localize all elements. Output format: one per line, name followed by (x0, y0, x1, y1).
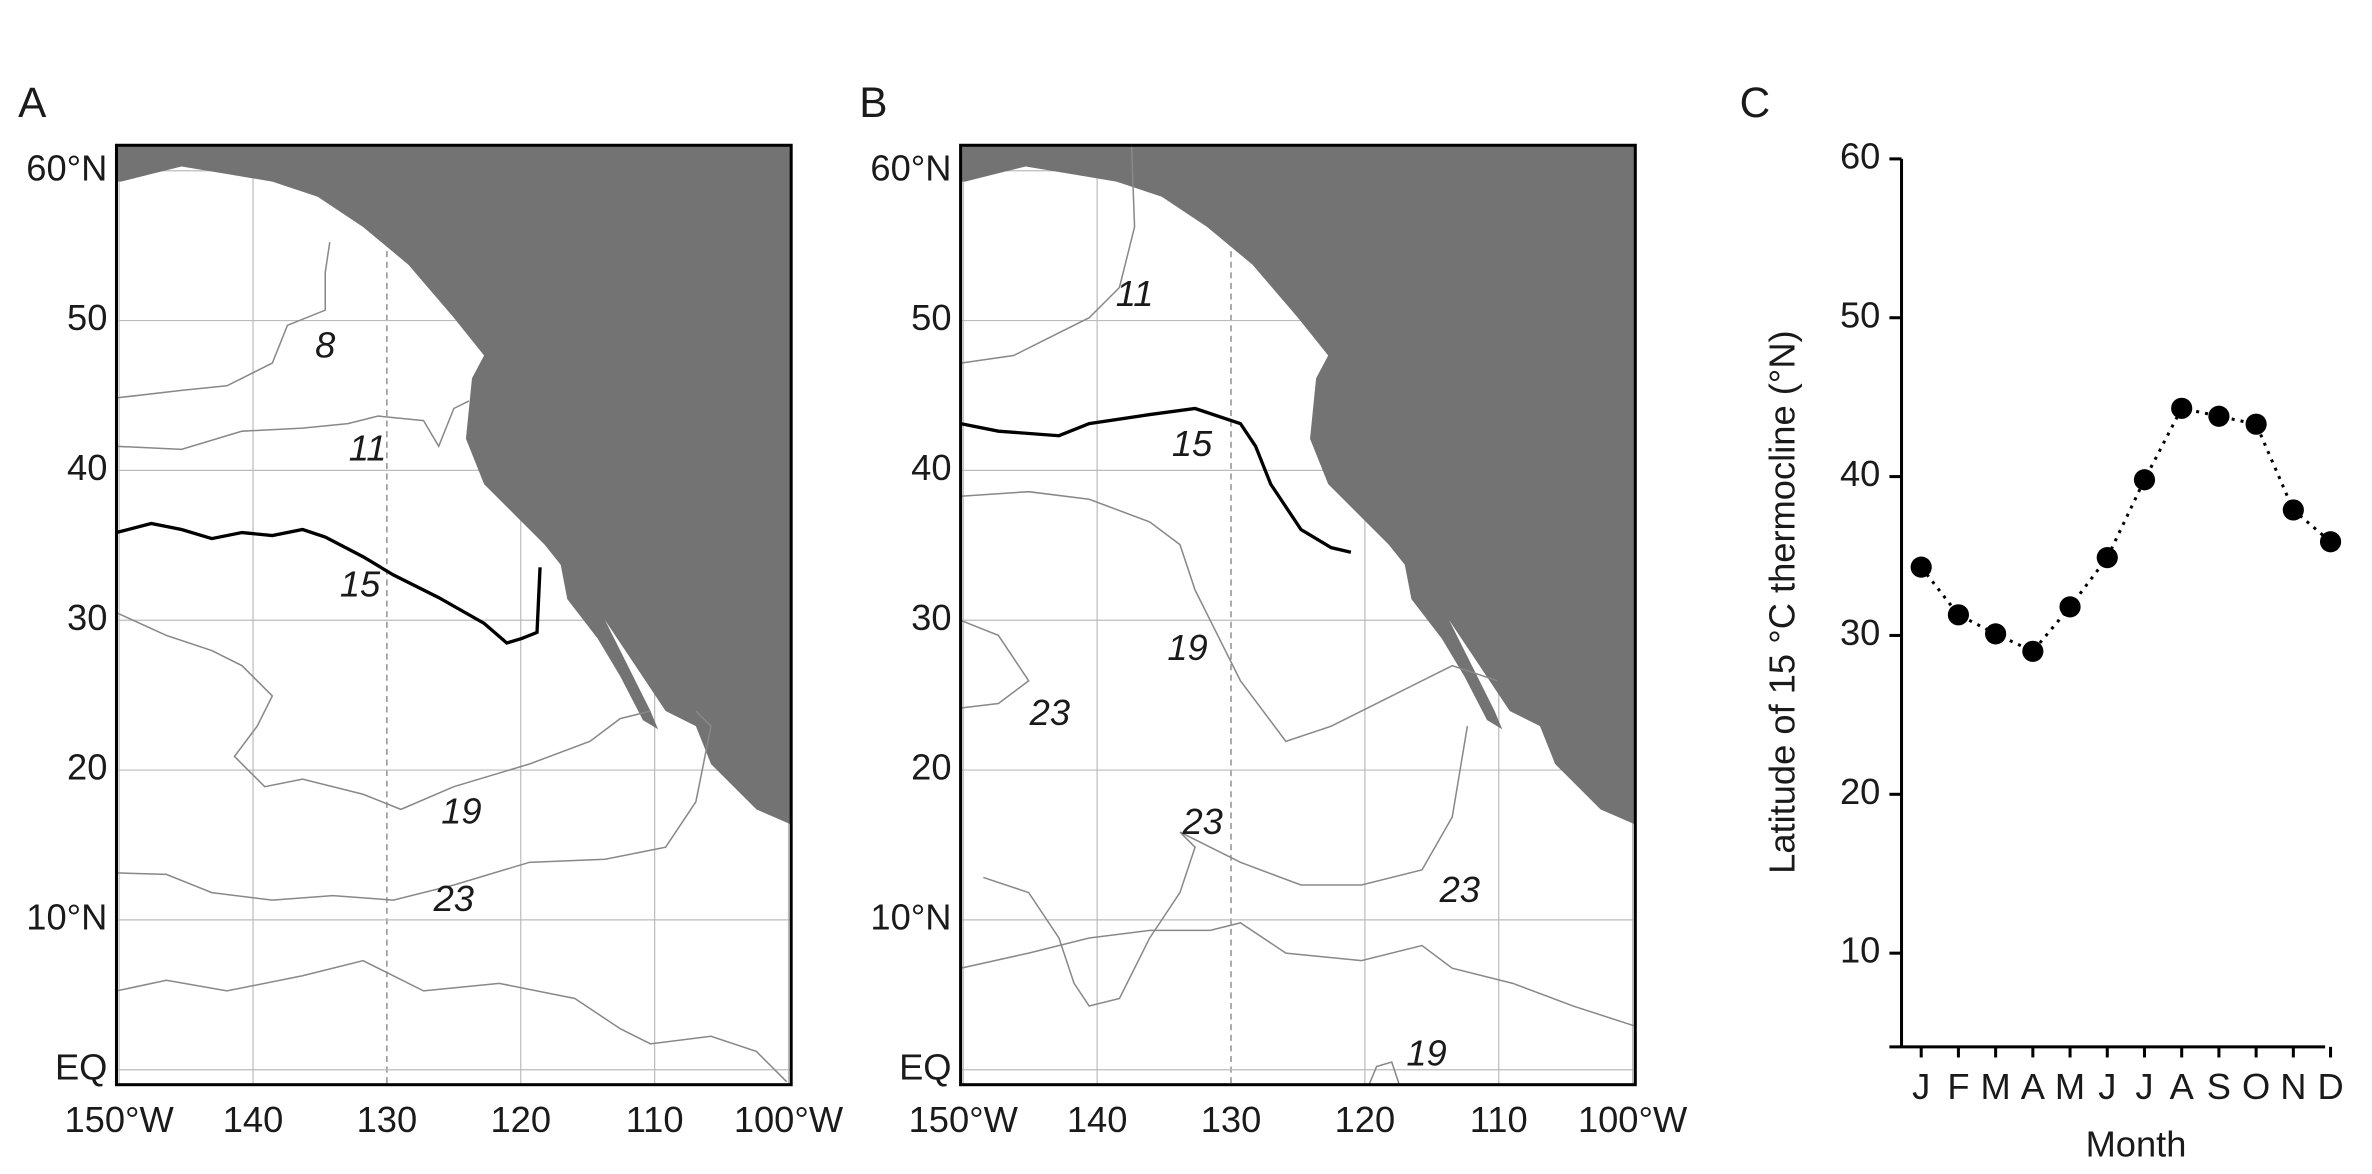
x-tick-label: 120 (1335, 1099, 1396, 1140)
isotherm (116, 710, 712, 901)
isotherms (116, 241, 788, 1083)
x-tick-label: 140 (223, 1099, 284, 1140)
y-tick-label: 40 (67, 447, 107, 488)
isotherm (960, 922, 1635, 1027)
contour-label: 11 (349, 427, 387, 468)
contour-label: 19 (1167, 627, 1207, 668)
contour-label: 11 (1116, 273, 1154, 314)
y-tick-label: 40 (911, 447, 951, 488)
x-tick-label: D (2317, 1066, 2343, 1107)
y-tick-label: 60°N (870, 147, 951, 188)
x-tick-label: M (1981, 1066, 2011, 1107)
y-tick-label: 10°N (870, 896, 951, 937)
y-tick-label: 60 (1840, 135, 1880, 176)
land (1403, 559, 1503, 730)
data-point (2133, 469, 2156, 491)
contour-label: 23 (1439, 869, 1480, 910)
y-axis-label: Latitude of 15 °C thermocline (°N) (1762, 330, 1803, 873)
x-tick-label: J (1912, 1066, 1930, 1107)
map-b (960, 145, 1636, 1085)
land (960, 145, 1636, 825)
y-tick-label: 20 (67, 747, 107, 788)
land (559, 559, 659, 730)
x-tick-label: 120 (490, 1099, 551, 1140)
data-point (2096, 547, 2118, 569)
contour-label: 19 (441, 791, 481, 832)
y-tick-label: 20 (1840, 771, 1880, 812)
y-tick-label: 30 (911, 597, 951, 638)
data-point (2319, 531, 2342, 553)
y-tick-label: EQ (899, 1046, 951, 1087)
y-tick-label: 40 (1840, 453, 1880, 494)
data-point (2245, 413, 2267, 435)
data-point (2022, 640, 2044, 662)
y-tick-label: 30 (67, 597, 107, 638)
y-tick-label: 10 (1840, 930, 1880, 971)
contour-label: 8 (315, 325, 335, 366)
isotherm (116, 612, 651, 811)
x-tick-label: 130 (357, 1099, 418, 1140)
y-tick-label: EQ (55, 1046, 107, 1087)
isotherm (116, 241, 331, 399)
y-tick-label: 10°N (26, 896, 107, 937)
y-tick-label: 50 (67, 297, 107, 338)
x-tick-label: O (2242, 1066, 2270, 1107)
isotherm (960, 145, 1136, 364)
y-tick-label: 50 (911, 297, 951, 338)
panel-label: C (1740, 79, 1771, 126)
data-point (1947, 604, 1970, 626)
data-point (2208, 405, 2230, 427)
isotherm (1368, 1061, 1401, 1085)
isotherm-15 (116, 521, 542, 645)
isotherm (116, 400, 470, 451)
x-tick-label: S (2207, 1066, 2231, 1107)
isotherm (960, 619, 1030, 709)
x-tick-label: 100°W (734, 1099, 844, 1140)
contour-label: 19 (1406, 1033, 1446, 1074)
x-tick-label: 140 (1067, 1099, 1128, 1140)
isotherm (983, 726, 1469, 1007)
x-tick-label: A (2170, 1066, 2195, 1107)
y-tick-label: 50 (1840, 294, 1880, 335)
isotherms (960, 145, 1635, 1085)
x-tick-label: 150°W (909, 1099, 1019, 1140)
panel-label: B (859, 79, 887, 126)
x-axis-label: Month (2086, 1123, 2187, 1164)
x-tick-label: 100°W (1578, 1099, 1688, 1140)
data-point (2171, 397, 2193, 419)
x-tick-label: 110 (626, 1099, 684, 1140)
contour-label: 23 (433, 878, 474, 919)
x-tick-label: M (2055, 1066, 2085, 1107)
x-tick-label: J (2135, 1066, 2153, 1107)
contour-label: 23 (1181, 801, 1222, 842)
isotherm (960, 490, 1498, 743)
contour-label: 15 (1172, 423, 1213, 464)
y-tick-label: 20 (911, 747, 951, 788)
map-a (116, 145, 792, 1083)
x-tick-label: N (2280, 1066, 2306, 1107)
data-point (2282, 499, 2304, 521)
isotherm-15 (960, 406, 1352, 554)
contour-label: 23 (1029, 692, 1070, 733)
x-tick-label: F (1947, 1066, 1969, 1107)
x-tick-label: 110 (1470, 1099, 1528, 1140)
land (116, 145, 792, 825)
data-point (1985, 623, 2007, 645)
y-tick-label: 60°N (26, 147, 107, 188)
panel-label: A (18, 79, 47, 126)
x-tick-label: 130 (1201, 1099, 1262, 1140)
data-point (2059, 596, 2081, 618)
map-frame (959, 143, 1637, 1087)
data-point (1910, 556, 1932, 578)
x-tick-label: 150°W (64, 1099, 174, 1140)
map-frame (114, 143, 793, 1087)
x-tick-label: A (2021, 1066, 2046, 1107)
isotherm (116, 959, 788, 1083)
x-tick-label: J (2098, 1066, 2116, 1107)
contour-label: 15 (340, 564, 381, 605)
data-line (1920, 406, 2332, 654)
y-tick-label: 30 (1840, 612, 1880, 653)
